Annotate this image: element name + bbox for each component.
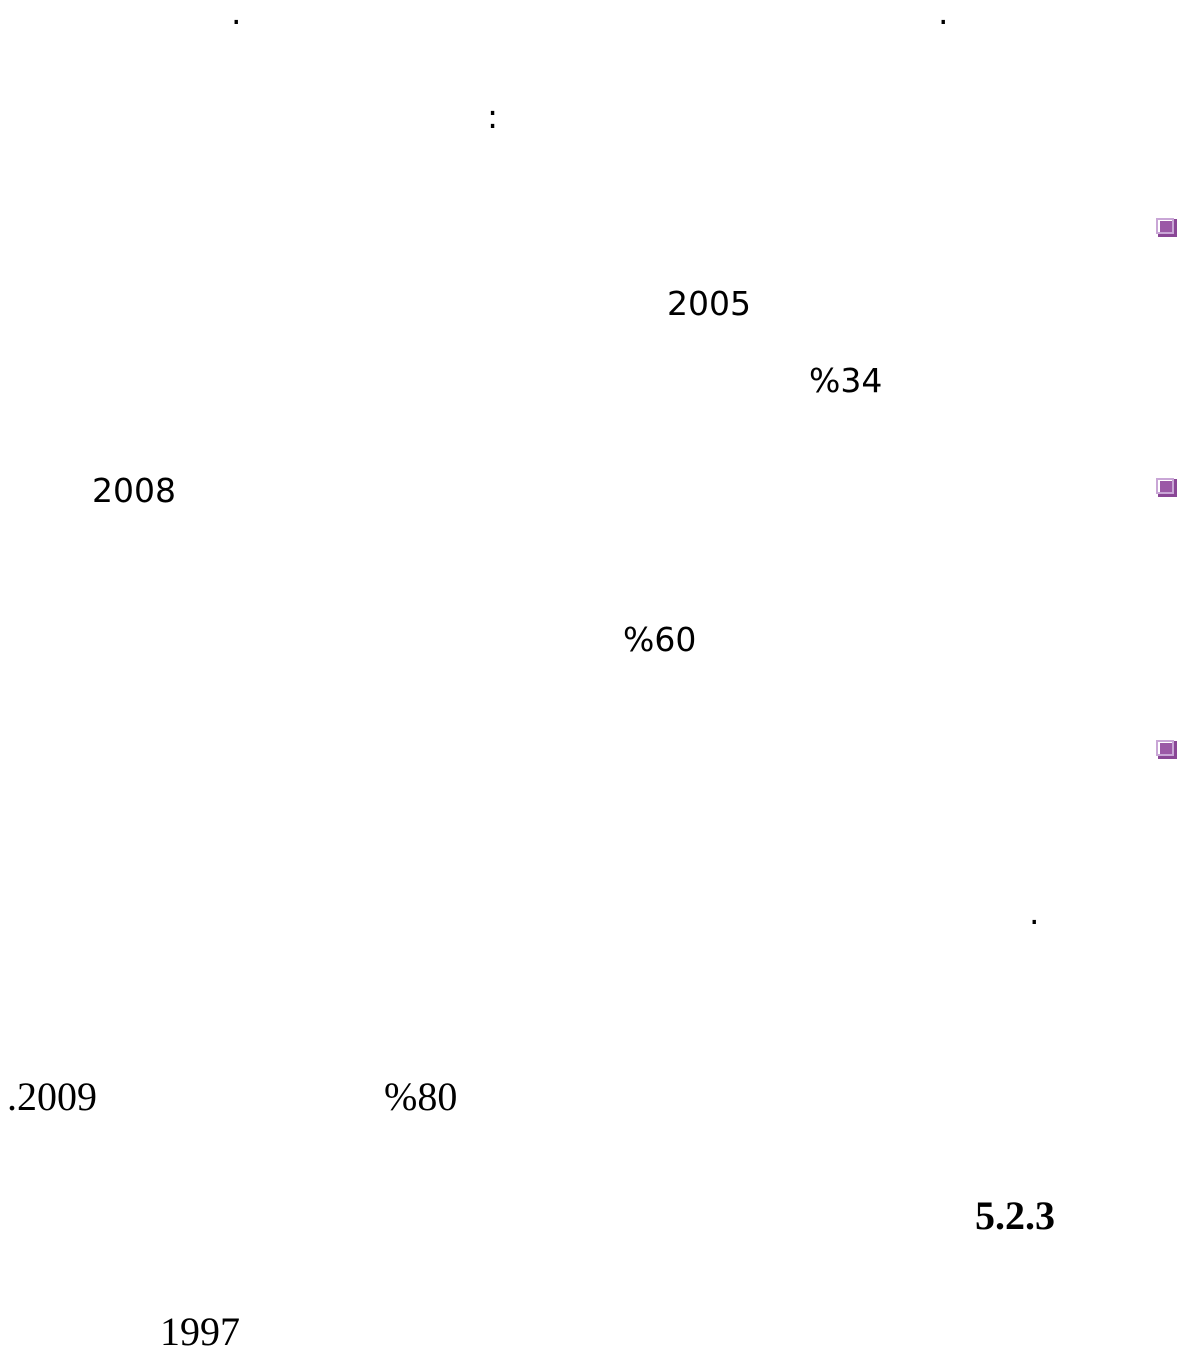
percentage-value: %60 — [623, 620, 697, 659]
period-mark: . — [1029, 893, 1040, 932]
period-mark: . — [231, 0, 242, 32]
period-mark: . — [938, 0, 949, 32]
section-number: 5.2.3 — [975, 1193, 1055, 1238]
percentage-value: %80 — [384, 1074, 458, 1119]
year-value: 2005 — [667, 284, 751, 323]
square-bullet-icon — [1156, 218, 1178, 237]
square-bullet-icon — [1156, 740, 1178, 759]
colon-mark: : — [487, 97, 499, 136]
square-bullet-icon — [1156, 478, 1178, 497]
year-value: 2008 — [92, 471, 176, 510]
year-value: .2009 — [7, 1074, 97, 1119]
percentage-value: %34 — [809, 361, 883, 400]
year-value: 1997 — [160, 1309, 240, 1354]
